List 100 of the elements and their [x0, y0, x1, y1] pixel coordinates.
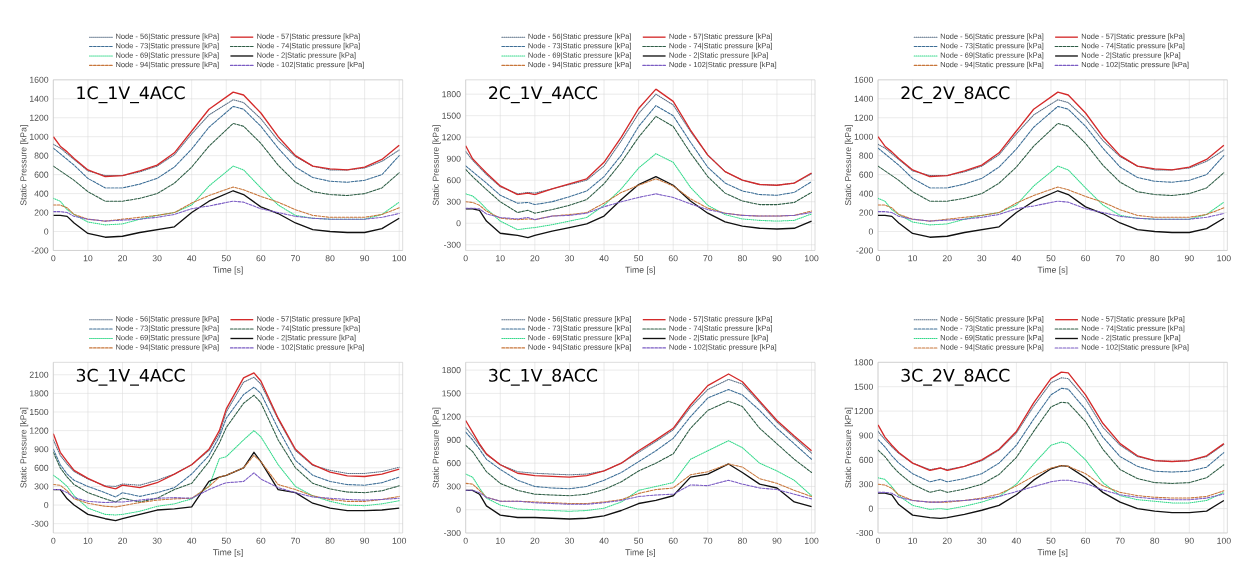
y-tick-label: -200 — [856, 247, 873, 254]
y-tick-label: 600 — [859, 171, 873, 178]
y-tick-label: 300 — [446, 483, 461, 490]
x-tick-label: 50 — [1046, 537, 1056, 544]
y-tick-label: 200 — [859, 209, 873, 216]
chart-title: 2C_2V_8ACC — [901, 86, 1010, 104]
y-tick-label: 900 — [859, 432, 873, 439]
line-series — [878, 479, 1225, 503]
y-tick-label: 0 — [456, 506, 461, 513]
x-axis-title: Time [s] — [625, 549, 655, 558]
y-tick-label: -300 — [443, 241, 461, 248]
y-axis-title: Static Pressure [kPa] — [432, 407, 441, 488]
x-tick-label: 60 — [668, 537, 678, 544]
line-series — [878, 401, 1225, 493]
x-tick-label: 90 — [360, 537, 370, 544]
x-tick-label: 30 — [977, 537, 987, 544]
x-tick-label: 80 — [325, 255, 335, 262]
x-tick-label: 100 — [804, 255, 819, 262]
x-axis-title: Time [s] — [212, 549, 243, 558]
x-tick-label: 60 — [668, 255, 678, 262]
y-tick-label: 1500 — [442, 112, 461, 119]
y-tick-label: 600 — [446, 460, 461, 467]
line-series — [878, 441, 1225, 510]
x-tick-label: 50 — [221, 537, 231, 544]
x-tick-label: 30 — [152, 537, 162, 544]
line-series — [53, 454, 400, 508]
y-axis-title: Static Pressure [kPa] — [20, 407, 29, 488]
x-tick-label: 10 — [83, 255, 93, 262]
x-tick-label: 70 — [291, 537, 300, 544]
y-tick-label: 1200 — [854, 114, 873, 121]
x-tick-label: 60 — [1081, 255, 1091, 262]
y-tick-label: 0 — [868, 505, 873, 512]
x-tick-label: 0 — [463, 255, 468, 262]
y-tick-label: 1800 — [442, 91, 461, 98]
chart-title: 1C_1V_4ACC — [77, 86, 185, 104]
y-tick-label: 800 — [34, 152, 49, 159]
x-tick-label: 20 — [942, 537, 952, 544]
x-tick-label: 60 — [1081, 537, 1091, 544]
y-tick-label: 1200 — [854, 408, 873, 415]
x-tick-label: 100 — [1217, 255, 1231, 262]
x-tick-label: 80 — [737, 537, 747, 544]
y-tick-label: 0 — [868, 228, 873, 235]
x-tick-label: 0 — [51, 537, 56, 544]
y-tick-label: 300 — [34, 483, 49, 490]
x-tick-label: 10 — [83, 537, 93, 544]
y-tick-label: 0 — [44, 228, 49, 235]
x-tick-label: 80 — [1150, 537, 1160, 544]
x-axis-title: Time [s] — [1037, 549, 1068, 558]
x-tick-label: 100 — [804, 537, 819, 544]
x-tick-label: 70 — [1115, 255, 1125, 262]
x-tick-label: 70 — [291, 255, 300, 262]
line-series — [465, 175, 813, 239]
chart-title: 3C_2V_8ACC — [901, 368, 1010, 386]
y-tick-label: 900 — [446, 436, 461, 443]
y-tick-label: 600 — [446, 177, 461, 184]
x-tick-label: 30 — [564, 537, 574, 544]
y-tick-label: -300 — [31, 520, 49, 527]
x-tick-label: 10 — [496, 537, 505, 544]
line-series — [465, 115, 813, 214]
x-tick-label: 0 — [51, 255, 56, 262]
y-tick-label: 1200 — [30, 427, 49, 434]
x-tick-label: 0 — [875, 537, 881, 544]
y-tick-label: 1600 — [30, 76, 49, 83]
y-tick-label: 0 — [44, 502, 49, 509]
x-tick-label: 40 — [187, 537, 197, 544]
x-tick-label: 50 — [1046, 255, 1056, 262]
x-tick-label: 0 — [463, 537, 468, 544]
x-tick-label: 90 — [1184, 537, 1194, 544]
x-tick-label: 50 — [634, 537, 644, 544]
y-tick-label: -300 — [856, 529, 873, 537]
y-tick-label: 1200 — [30, 114, 49, 121]
y-axis-title: Static Pressure [kPa] — [432, 125, 441, 206]
x-tick-label: 50 — [634, 255, 644, 262]
y-tick-label: 300 — [446, 198, 461, 205]
y-tick-label: 600 — [34, 171, 49, 178]
y-tick-label: 1800 — [854, 359, 873, 366]
chart-title: 2C_1V_4ACC — [489, 86, 598, 104]
line-series — [465, 479, 813, 505]
x-tick-label: 20 — [530, 255, 540, 262]
y-axis-title: Static Pressure [kPa] — [844, 407, 853, 488]
y-tick-label: 900 — [34, 446, 49, 453]
x-tick-label: 0 — [875, 255, 881, 262]
y-tick-label: 1400 — [854, 95, 873, 102]
x-tick-label: 40 — [187, 255, 197, 262]
chart-title: 3C_1V_4ACC — [76, 368, 185, 386]
line-series — [465, 400, 813, 497]
line-series — [53, 472, 400, 504]
x-tick-label: 80 — [325, 537, 335, 544]
x-tick-label: 30 — [152, 255, 162, 262]
x-tick-label: 90 — [772, 255, 782, 262]
x-tick-label: 50 — [221, 255, 231, 262]
y-tick-label: 2100 — [29, 371, 49, 378]
x-tick-label: 60 — [256, 537, 266, 544]
chart-title: 3C_1V_8ACC — [489, 368, 598, 386]
x-axis-title: Time [s] — [212, 266, 243, 275]
y-tick-label: 300 — [859, 481, 873, 488]
y-tick-label: 1000 — [30, 133, 49, 140]
y-tick-label: 0 — [456, 220, 461, 227]
x-tick-label: 20 — [942, 255, 952, 262]
line-series — [878, 464, 1225, 520]
